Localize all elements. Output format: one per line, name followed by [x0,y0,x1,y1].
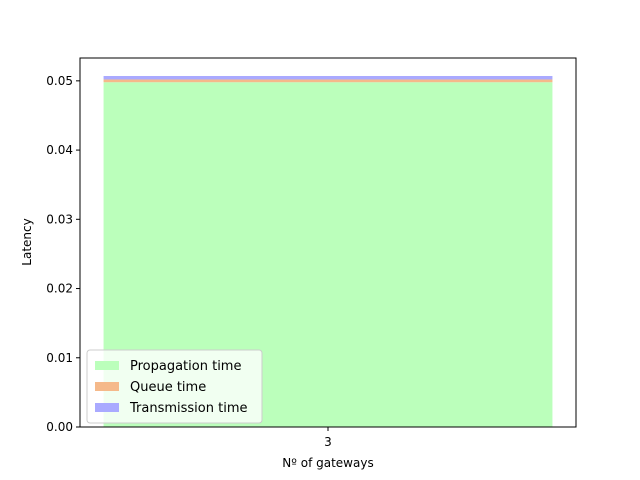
legend-label: Transmission time [129,401,247,416]
y-axis-label: Latency [20,218,34,265]
x-axis-label: Nº of gateways [282,456,373,470]
legend-swatch [95,403,119,412]
legend-box [86,349,263,424]
y-tick-label: 0.02 [46,282,73,296]
bar-segment-transmission-time [103,76,553,80]
y-tick-label: 0.01 [46,351,73,365]
legend-swatch [95,382,119,391]
x-axis: 3 [324,427,332,449]
x-tick-label: 3 [324,435,332,449]
bar-segment-queue-time [103,79,553,83]
y-tick-label: 0.05 [46,74,73,88]
legend-label: Propagation time [130,359,241,374]
y-axis: 0.00 0.01 0.02 0.03 0.04 0.05 [46,74,80,434]
y-tick-label: 0.04 [46,143,73,157]
legend-swatch [95,361,119,370]
y-tick-label: 0.03 [46,212,73,226]
legend-label: Queue time [130,380,206,395]
legend: Propagation time Queue time Transmission t… [86,349,263,424]
y-tick-label: 0.00 [46,420,73,434]
